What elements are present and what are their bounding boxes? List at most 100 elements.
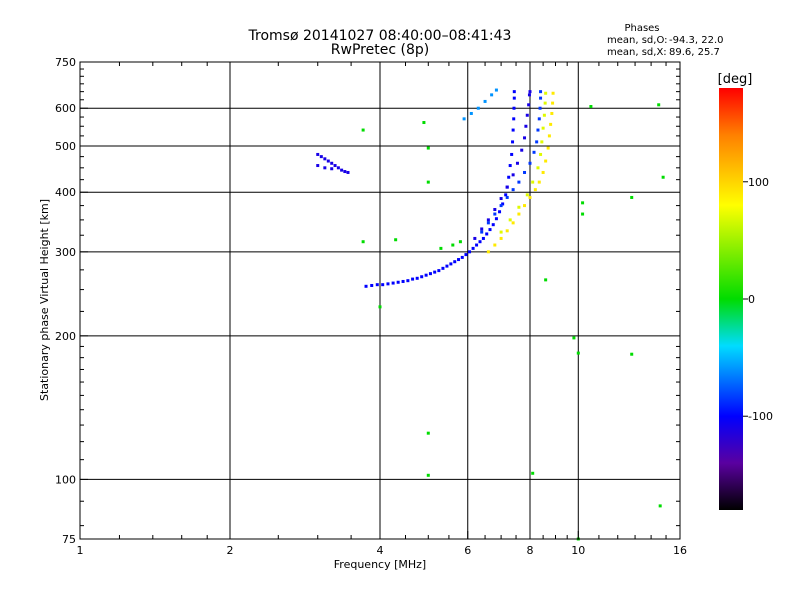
data-point [468,250,472,254]
x-tick-label: 16 [673,544,687,557]
x-tick-label: 1 [77,544,84,557]
y-tick-label: 200 [55,330,76,343]
data-point [517,212,521,216]
phase-stats-o-label: mean, sd,O: [607,35,668,46]
data-point [551,101,555,105]
data-point [499,204,503,208]
data-point [511,188,515,192]
data-point [316,152,320,156]
data-point [475,243,479,247]
data-point [346,170,350,174]
data-point [512,96,516,100]
data-point [494,217,498,221]
data-point [426,146,430,150]
data-point [364,284,368,288]
data-points [316,88,665,541]
data-point [488,228,492,232]
data-point [319,155,323,159]
data-point [480,227,484,231]
data-point [426,473,430,477]
phase-stats-x-values: 89.6, 25.7 [669,47,720,58]
colorbar-tick-label: 100 [748,176,769,189]
minor-ticks [80,62,680,539]
data-point [378,305,382,309]
data-point [493,212,497,216]
colorbar-tick-label: -100 [748,410,773,423]
data-point [493,243,497,247]
data-point [511,221,515,225]
data-point [511,173,515,177]
data-point [428,272,432,276]
data-point [540,140,544,144]
colorbar-ticks: 100 0 -100 [743,176,773,423]
data-point [501,202,505,206]
x-tick-label: 6 [464,544,471,557]
data-point [426,180,430,184]
x-tick-label: 2 [227,544,234,557]
data-point [486,250,490,254]
data-point [491,223,495,227]
data-point [658,504,662,508]
data-point [420,275,424,279]
data-point [550,111,554,115]
data-point [510,152,514,156]
data-point [508,164,512,168]
x-axis-label: Frequency [MHz] [334,558,426,571]
data-point [426,431,430,435]
data-point [544,159,548,163]
data-point [486,221,490,225]
data-point [576,351,580,355]
data-point [330,167,334,171]
data-point [480,230,484,234]
data-point [528,161,532,165]
data-point [406,279,410,283]
data-point [536,128,540,132]
data-point [538,106,542,110]
data-point [493,207,497,211]
phase-stats-o-values: -94.3, 22.0 [669,35,724,46]
data-point [512,117,516,121]
data-point [471,246,475,250]
data-point [531,180,535,184]
data-point [504,193,508,197]
y-tick-label: 100 [55,473,76,486]
data-point [532,150,536,154]
data-point [517,180,521,184]
data-point [460,255,464,259]
data-point [361,128,365,132]
data-point [511,128,515,132]
data-point [523,136,527,140]
data-point [485,232,489,236]
data-point [525,193,529,197]
data-point [539,152,543,156]
data-point [462,117,466,121]
data-point [512,106,516,110]
data-point [391,281,395,285]
data-point [515,161,519,165]
data-point [542,113,546,117]
data-point [541,170,545,174]
data-point [544,278,548,282]
data-point [323,157,327,161]
data-point [511,140,515,144]
data-point [533,188,537,192]
data-point [523,170,527,174]
data-point [498,210,502,214]
data-point [478,240,482,244]
data-point [439,246,443,250]
data-point [528,195,532,199]
data-point [524,124,528,128]
data-point [316,164,320,168]
data-point [535,140,539,144]
data-point [424,273,428,277]
data-point [525,113,529,117]
x-tick-label: 4 [377,544,384,557]
data-point [375,283,379,287]
data-point [531,471,535,475]
data-point [581,201,585,205]
data-point [469,111,473,115]
data-point [381,283,385,287]
data-point [394,238,398,242]
data-point [451,243,455,247]
